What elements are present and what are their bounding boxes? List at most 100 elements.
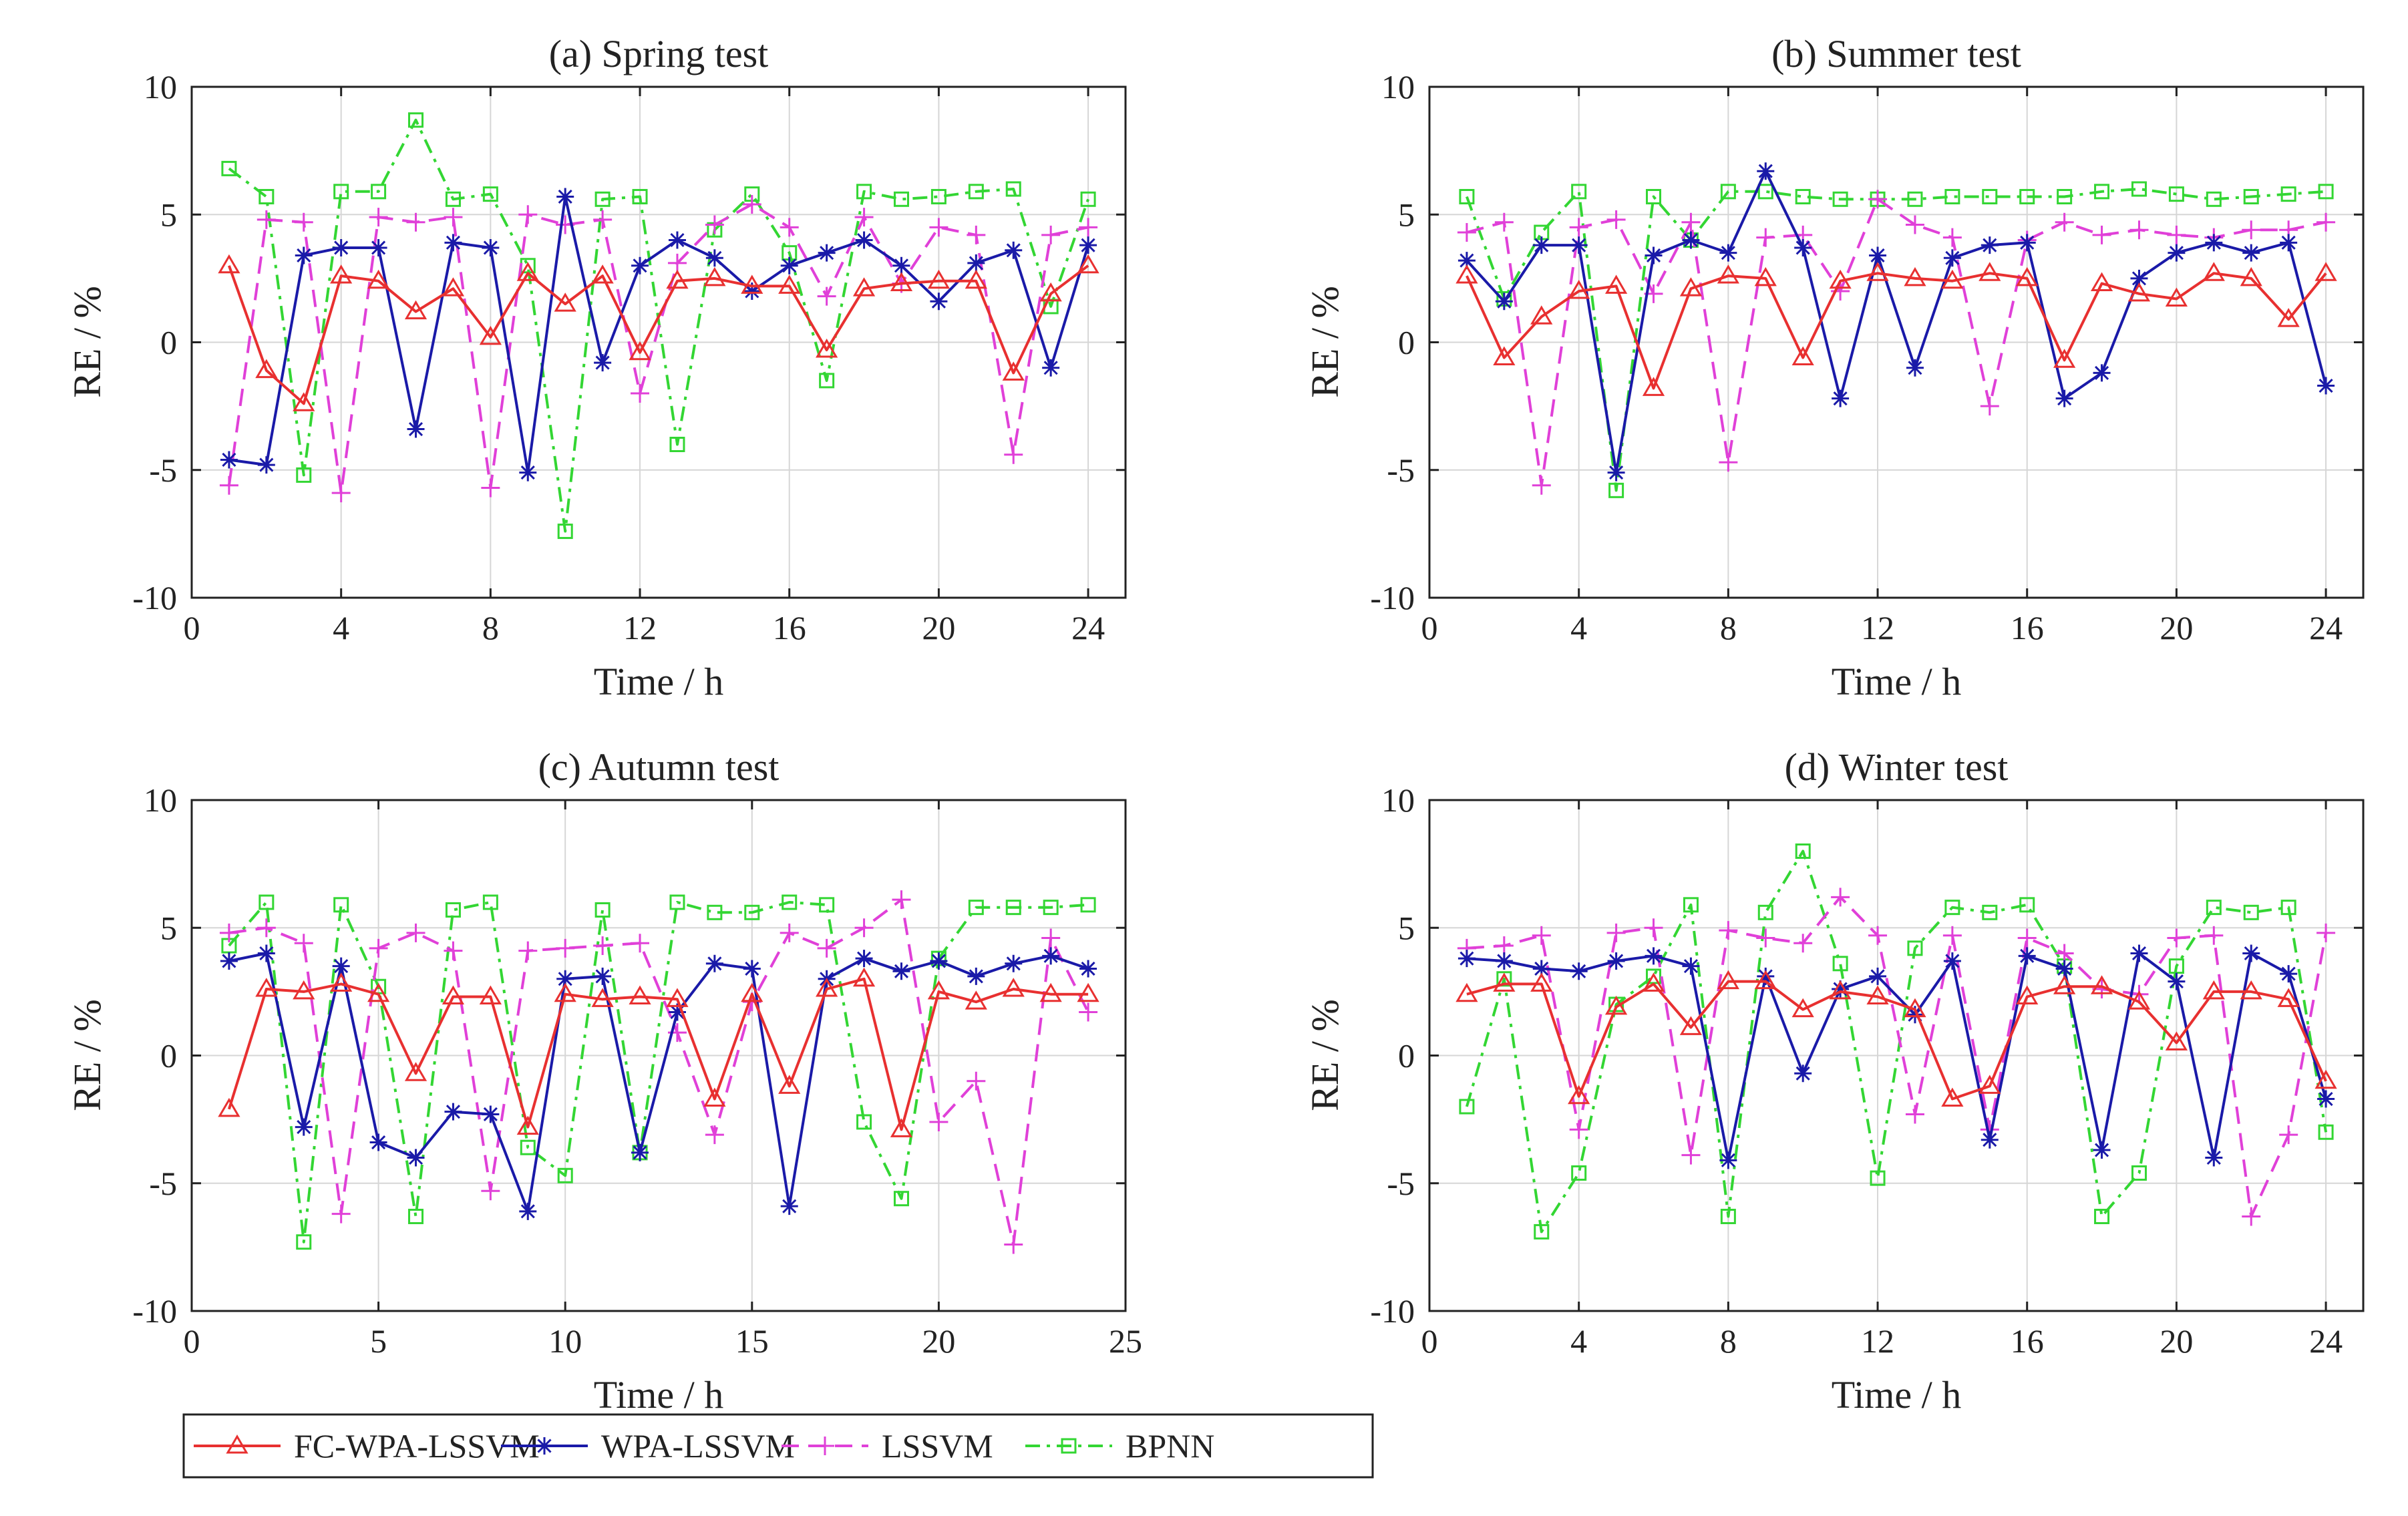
series-lssvm (1457, 190, 2336, 495)
data-point (556, 938, 575, 958)
data-point (2018, 234, 2036, 252)
data-point (554, 982, 576, 1002)
data-point (371, 184, 387, 200)
data-point (2279, 1125, 2298, 1145)
data-point (818, 244, 836, 262)
data-point (856, 184, 872, 200)
y-tick-label: -10 (1370, 1292, 1415, 1330)
data-point (669, 437, 685, 452)
data-point (2017, 928, 2037, 948)
legend-label: FC-WPA-LSSVM (294, 1427, 540, 1465)
data-point (332, 957, 350, 975)
data-point (2242, 220, 2261, 240)
y-tick-label: 5 (160, 909, 177, 946)
data-point (482, 894, 498, 910)
data-point (742, 194, 761, 214)
series-layer (218, 890, 1099, 1254)
data-point (1869, 246, 1887, 264)
data-point (593, 936, 613, 956)
y-tick-label: 0 (160, 1037, 177, 1075)
legend-entry-wpa-lssvm: WPA-LSSVM (501, 1427, 795, 1465)
data-point (629, 985, 651, 1005)
data-point (255, 978, 278, 997)
data-point (1569, 218, 1588, 237)
data-point (1831, 888, 1850, 907)
data-point (2018, 947, 2036, 965)
data-point (1719, 244, 1737, 262)
data-point (1457, 950, 1476, 968)
data-point (2093, 364, 2111, 382)
data-point (1530, 972, 1553, 992)
data-point (1042, 359, 1060, 377)
data-point (330, 972, 353, 992)
panel-spring: 0 4 8 12 16 20 24 -10 -5 0 5 10 (a) Spring test Tim… (65, 32, 1127, 703)
data-point (331, 484, 351, 503)
data-point (220, 451, 238, 469)
chart-title: (c) Autumn test (538, 745, 780, 789)
data-point (1719, 921, 1738, 940)
data-point (2131, 181, 2147, 197)
data-point (1494, 936, 1514, 956)
data-point (594, 967, 612, 985)
data-point (407, 420, 425, 438)
series-bpnn (1459, 843, 2334, 1240)
data-point (1756, 928, 1775, 948)
data-point (1981, 236, 1999, 254)
data-point (2277, 988, 2300, 1007)
data-point (2280, 234, 2298, 252)
data-point (516, 262, 539, 281)
data-point (743, 960, 761, 978)
data-point (1906, 1006, 1924, 1024)
data-point (259, 188, 275, 204)
data-point (1829, 269, 1852, 289)
data-point (1942, 926, 1962, 945)
data-point (2165, 287, 2188, 307)
data-point (1757, 904, 1773, 920)
series-line-lssvm (227, 202, 1089, 495)
data-point (967, 225, 986, 244)
data-point (967, 1071, 986, 1091)
data-point (778, 1075, 801, 1094)
data-point (1039, 282, 1062, 302)
data-point (930, 952, 948, 970)
data-point (593, 210, 613, 229)
data-point (1681, 212, 1701, 232)
data-point (445, 902, 461, 918)
data-point (2242, 944, 2260, 962)
data-point (367, 269, 390, 289)
data-point (967, 967, 985, 985)
data-point (893, 1191, 909, 1207)
data-point (1795, 843, 1811, 859)
data-point (631, 934, 650, 953)
data-point (331, 1204, 351, 1223)
data-point (444, 941, 463, 960)
data-point (221, 160, 237, 176)
data-point (1642, 972, 1665, 992)
x-tick-label: 4 (333, 609, 349, 646)
data-point (2092, 225, 2111, 244)
data-point (2168, 244, 2186, 262)
data-point (2165, 1031, 2188, 1051)
data-point (816, 338, 838, 358)
data-point (293, 392, 315, 411)
data-point (2277, 308, 2300, 327)
data-point (1794, 238, 1812, 256)
data-point (1791, 346, 1814, 365)
data-point (293, 980, 315, 1000)
data-point (2055, 212, 2074, 232)
data-point (1457, 223, 1476, 242)
data-point (1943, 249, 1961, 267)
data-point (481, 478, 500, 498)
data-point (1457, 252, 1476, 270)
data-point (1080, 191, 1096, 207)
data-point (1754, 970, 1777, 990)
data-point (2131, 1165, 2147, 1181)
data-point (705, 1125, 724, 1145)
data-point (1645, 246, 1663, 264)
data-point (1079, 1002, 1098, 1022)
data-point (668, 231, 686, 249)
data-point (1607, 463, 1625, 482)
data-point (1907, 940, 1923, 956)
data-point (591, 988, 614, 1007)
data-point (1719, 1151, 1737, 1169)
